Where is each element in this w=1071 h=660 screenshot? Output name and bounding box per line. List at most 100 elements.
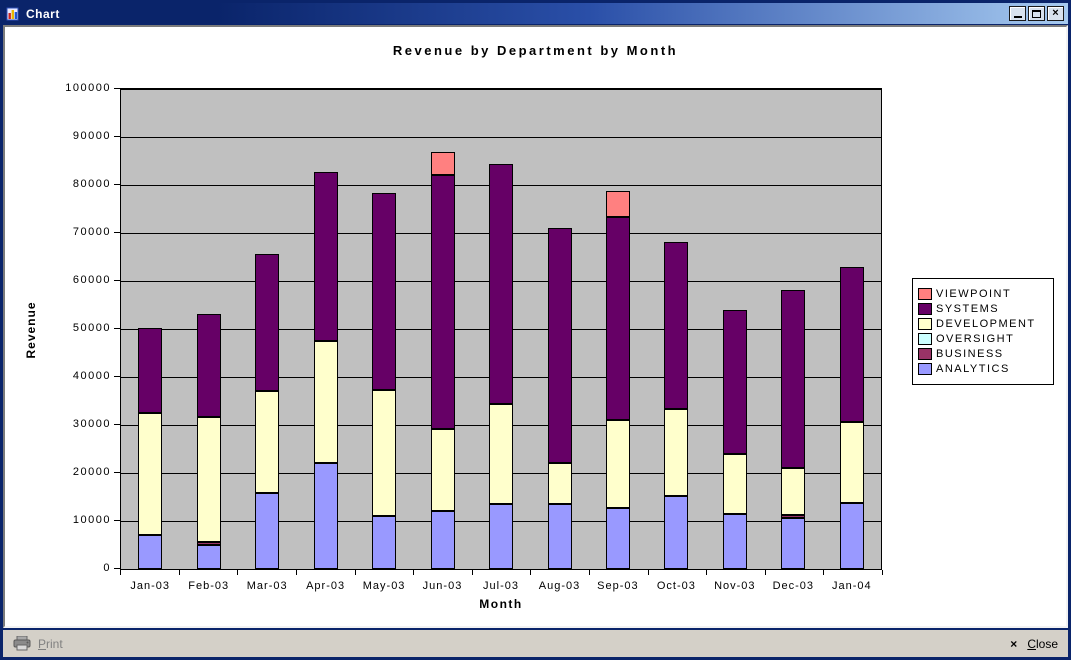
bar-segment-systems bbox=[430, 175, 455, 429]
bar-segment-analytics bbox=[372, 516, 397, 569]
plot-area bbox=[120, 88, 882, 570]
chart-frame: Revenue by Department by Month Revenue M… bbox=[3, 25, 1068, 628]
legend-item: DEVELOPMENT bbox=[918, 318, 1048, 330]
bar-segment-development bbox=[781, 468, 806, 515]
bar-segment-business bbox=[196, 542, 221, 545]
x-tick-label: Jan-04 bbox=[831, 580, 872, 592]
x-tick-mark bbox=[823, 570, 825, 575]
x-tick-label: Jul-03 bbox=[483, 580, 519, 592]
x-tick-label: Aug-03 bbox=[538, 580, 581, 592]
y-tick-mark bbox=[114, 376, 120, 377]
legend-item: BUSINESS bbox=[918, 348, 1048, 360]
window-title: Chart bbox=[26, 6, 60, 21]
bar-segment-analytics bbox=[605, 508, 630, 569]
y-tick-label: 100000 bbox=[65, 82, 111, 94]
x-tick-label: May-03 bbox=[362, 580, 406, 592]
bar-segment-analytics bbox=[722, 514, 747, 569]
legend-label: DEVELOPMENT bbox=[936, 318, 1036, 330]
legend-swatch bbox=[918, 348, 932, 360]
x-tick-mark bbox=[178, 570, 180, 575]
titlebar[interactable]: Chart × bbox=[3, 3, 1068, 24]
bar-segment-systems bbox=[781, 290, 806, 468]
x-tick-mark bbox=[764, 570, 766, 575]
print-button[interactable]: Print bbox=[13, 636, 63, 651]
bar-segment-development bbox=[722, 454, 747, 514]
bar-segment-analytics bbox=[430, 511, 455, 569]
y-tick-mark bbox=[114, 520, 120, 521]
y-tick-mark bbox=[114, 328, 120, 329]
x-tick-mark bbox=[588, 570, 590, 575]
legend-swatch bbox=[918, 318, 932, 330]
legend-swatch bbox=[918, 333, 932, 345]
x-tick-label: Dec-03 bbox=[772, 580, 815, 592]
bar-segment-business bbox=[781, 515, 806, 518]
bar-segment-analytics bbox=[839, 503, 864, 569]
legend-item: VIEWPOINT bbox=[918, 288, 1048, 300]
chart-area: Revenue by Department by Month Revenue M… bbox=[5, 27, 1066, 626]
legend-item: OVERSIGHT bbox=[918, 333, 1048, 345]
x-tick-label: Nov-03 bbox=[714, 580, 756, 592]
bar-segment-analytics bbox=[664, 496, 689, 569]
close-x-icon: × bbox=[1010, 636, 1018, 651]
x-tick-label: Feb-03 bbox=[188, 580, 230, 592]
x-tick-mark bbox=[237, 570, 239, 575]
x-tick-mark bbox=[706, 570, 708, 575]
x-tick-label: Jan-03 bbox=[130, 580, 170, 592]
bar-segment-development bbox=[605, 420, 630, 508]
y-tick-label: 90000 bbox=[72, 130, 111, 142]
x-tick-label: Apr-03 bbox=[306, 580, 346, 592]
maximize-button[interactable] bbox=[1028, 6, 1045, 21]
close-button[interactable]: × bbox=[1047, 6, 1064, 21]
maximize-icon bbox=[1032, 9, 1041, 18]
bar-segment-development bbox=[138, 413, 163, 535]
y-tick-label: 60000 bbox=[72, 274, 111, 286]
bar-segment-development bbox=[196, 417, 221, 542]
y-tick-label: 50000 bbox=[72, 322, 111, 334]
close-icon: × bbox=[1052, 7, 1059, 19]
y-tick-mark bbox=[114, 568, 120, 569]
y-tick-mark bbox=[114, 184, 120, 185]
bar-segment-development bbox=[430, 429, 455, 511]
gridline bbox=[121, 89, 881, 90]
bar-chart-window-icon bbox=[6, 6, 22, 21]
y-tick-mark bbox=[114, 136, 120, 137]
legend-label: BUSINESS bbox=[936, 348, 1004, 360]
titlebar-buttons: × bbox=[1009, 6, 1064, 21]
y-tick-label: 40000 bbox=[72, 370, 111, 382]
y-tick-label: 20000 bbox=[72, 466, 111, 478]
bar-segment-development bbox=[489, 404, 513, 504]
bar-segment-systems bbox=[138, 328, 163, 413]
close-action-button[interactable]: × Close bbox=[1010, 637, 1058, 651]
bar-segment-development bbox=[839, 422, 864, 503]
bar-segment-systems bbox=[489, 164, 513, 404]
bar-segment-analytics bbox=[138, 535, 163, 569]
x-axis-title: Month bbox=[479, 597, 523, 611]
legend: VIEWPOINT SYSTEMS DEVELOPMENT OVERSIGHT BUSI… bbox=[912, 278, 1054, 385]
legend-label: VIEWPOINT bbox=[936, 288, 1012, 300]
bar-segment-analytics bbox=[489, 504, 513, 569]
bar-segment-development bbox=[255, 391, 280, 493]
x-tick-mark bbox=[882, 570, 883, 575]
bar-segment-analytics bbox=[547, 504, 572, 569]
legend-label: OVERSIGHT bbox=[936, 333, 1015, 345]
x-tick-label: Oct-03 bbox=[656, 580, 696, 592]
bar-segment-systems bbox=[839, 267, 864, 422]
y-tick-label: 80000 bbox=[72, 178, 111, 190]
bar-segment-systems bbox=[547, 228, 572, 463]
bar-segment-development bbox=[547, 463, 572, 504]
x-tick-mark bbox=[647, 570, 649, 575]
y-tick-label: 0 bbox=[103, 562, 111, 574]
gridline bbox=[121, 137, 881, 138]
x-tick-mark bbox=[120, 570, 121, 575]
print-label: Print bbox=[38, 636, 63, 651]
y-tick-mark bbox=[114, 280, 120, 281]
y-tick-mark bbox=[114, 232, 120, 233]
legend-swatch bbox=[918, 288, 932, 300]
x-tick-label: Jun-03 bbox=[422, 580, 463, 592]
legend-item: SYSTEMS bbox=[918, 303, 1048, 315]
bar-segment-systems bbox=[372, 193, 397, 390]
bar-segment-systems bbox=[255, 254, 280, 391]
minimize-button[interactable] bbox=[1009, 6, 1026, 21]
chart-title: Revenue by Department by Month bbox=[392, 43, 679, 58]
